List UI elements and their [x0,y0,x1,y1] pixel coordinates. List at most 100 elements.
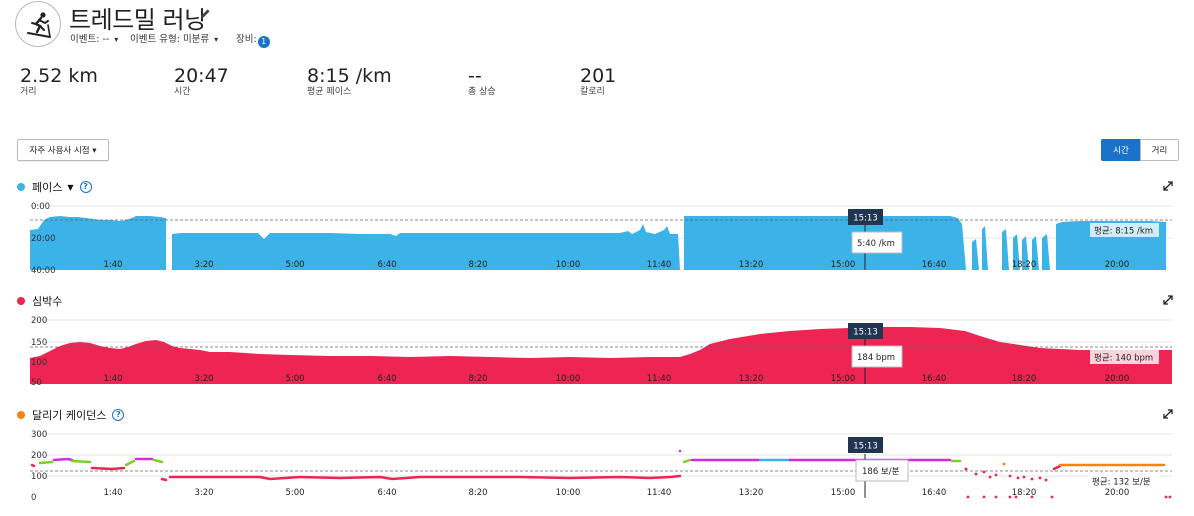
x-tick-label: 10:00 [556,488,581,498]
cadence-point [1016,476,1020,480]
expand-icon[interactable] [1163,181,1173,191]
cadence-segment [152,458,164,464]
cadence-point [1050,495,1054,499]
toggle-time-button[interactable]: 시간 [1101,139,1141,161]
stat-distance: 2.52 km 거리 [20,65,98,97]
x-tick-label: 16:40 [922,488,947,498]
cadence-point [974,472,978,476]
cadence-point [1008,474,1012,478]
heart-rate-title: 심박수 [32,295,63,308]
cadence-point [994,495,998,499]
x-tick-label: 16:40 [922,374,947,384]
stat-time: 20:47 시간 [174,65,229,97]
activity-title[interactable]: 트레드밀 러닝 [69,6,206,34]
help-icon[interactable]: ? [79,181,92,193]
x-axis: 1:40 3:20 5:00 6:40 8:20 10:00 11:40 13:… [103,374,1129,384]
cadence-point [1022,475,1026,479]
toggle-distance-button[interactable]: 거리 [1140,139,1179,161]
cursor-time-label: 15:13 [853,214,878,224]
activity-type-icon [15,1,61,47]
cadence-segment [38,460,54,465]
x-tick-label: 13:20 [739,260,764,270]
x-tick-label: 1:40 [103,488,122,498]
cadence-point [1008,495,1012,499]
cadence-point [1168,495,1172,499]
x-tick-label: 13:20 [739,488,764,498]
cursor-time-label: 15:13 [853,442,878,452]
heart-rate-legend-dot [17,297,25,305]
cadence-point [1044,478,1048,482]
y-tick-label: 50 [31,378,42,388]
average-label: 평균: 140 bpm [1094,353,1153,364]
x-tick-label: 20:00 [1105,260,1130,270]
x-tick-label: 18:20 [1012,260,1037,270]
cadence-segment [682,458,692,464]
event-type-dropdown[interactable]: 이벤트 유형: 미분류 ▾ [130,34,219,45]
x-tick-label: 20:00 [1105,374,1130,384]
x-tick-label: 16:40 [922,260,947,270]
x-tick-label: 11:40 [647,374,672,384]
tooltip-value: 184 bpm [857,353,895,363]
x-tick-label: 10:00 [556,374,581,384]
average-label: 평균: 132 보/분 [1092,477,1151,488]
y-tick-label: 200 [31,316,47,326]
y-tick-label: 100 [31,472,47,482]
x-tick-label: 3:20 [194,374,213,384]
equipment-info[interactable]: 장비: 1 [236,31,270,48]
stat-avg-pace: 8:15 /km 평균 페이스 [307,65,392,97]
cursor-time-label: 15:13 [853,328,878,338]
cadence-segment [70,459,92,464]
cadence-point [1038,476,1042,480]
x-tick-label: 6:40 [377,488,396,498]
expand-icon[interactable] [1163,409,1173,419]
cadence-point [964,467,968,471]
cadence-point [988,475,992,479]
pace-chart[interactable]: 0:00 20:00 40:00 1:40 3:20 5:00 6:40 8:2… [0,196,1194,276]
cadence-segment [168,474,682,481]
cadence-point [678,449,682,453]
x-axis: 1:40 3:20 5:00 6:40 8:20 10:00 11:40 13:… [103,488,1129,498]
pace-title: 페이스 [32,181,63,194]
chevron-down-icon[interactable]: ▼ [67,182,74,192]
heart-rate-chart[interactable]: 200 150 100 50 1:40 3:20 5:00 6:40 8:20 … [0,310,1194,390]
cadence-point [966,495,970,499]
cadence-point [1030,477,1034,481]
edit-pencil-icon[interactable] [200,8,211,19]
x-tick-label: 5:00 [285,260,304,270]
cadence-segment [1052,464,1062,471]
event-dropdown[interactable]: 이벤트: -- ▾ [70,34,119,45]
x-tick-label: 13:20 [739,374,764,384]
cadence-chart[interactable]: 300 200 100 0 1:40 3:20 5:00 6:40 8:20 1… [0,424,1194,504]
custom-view-dropdown[interactable]: 자주 사용사 시점 ▾ [17,139,109,161]
x-tick-label: 15:00 [831,260,856,270]
average-badge [1088,474,1160,488]
x-tick-label: 11:40 [647,488,672,498]
cadence-segment [30,463,36,468]
tooltip-box [851,231,903,254]
y-tick-label: 300 [31,430,47,440]
y-tick-label: 0:00 [31,202,50,212]
tooltip-box [855,459,909,482]
average-badge [1090,350,1159,364]
x-tick-label: 3:20 [194,488,213,498]
tooltip-box [851,345,903,368]
y-tick-label: 40:00 [31,266,56,276]
cadence-legend-dot [17,411,25,419]
x-tick-label: 1:40 [103,260,122,270]
help-icon[interactable]: ? [112,409,125,421]
x-tick-label: 20:00 [1105,488,1130,498]
y-tick-label: 0 [31,493,36,503]
pace-legend-dot [17,183,25,191]
expand-icon[interactable] [1163,295,1173,305]
stat-calories: 201 칼로리 [580,65,617,97]
x-tick-label: 8:20 [468,260,487,270]
x-tick-label: 3:20 [194,260,213,270]
y-tick-label: 150 [31,338,47,348]
cadence-outlier-dots [678,449,1172,499]
cadence-point [1164,495,1168,499]
y-tick-label: 100 [31,358,47,368]
x-tick-label: 8:20 [468,374,487,384]
tooltip-value: 5:40 /km [857,239,895,249]
x-axis: 1:40 3:20 5:00 6:40 8:20 10:00 11:40 13:… [103,260,1129,270]
x-tick-label: 5:00 [285,488,304,498]
